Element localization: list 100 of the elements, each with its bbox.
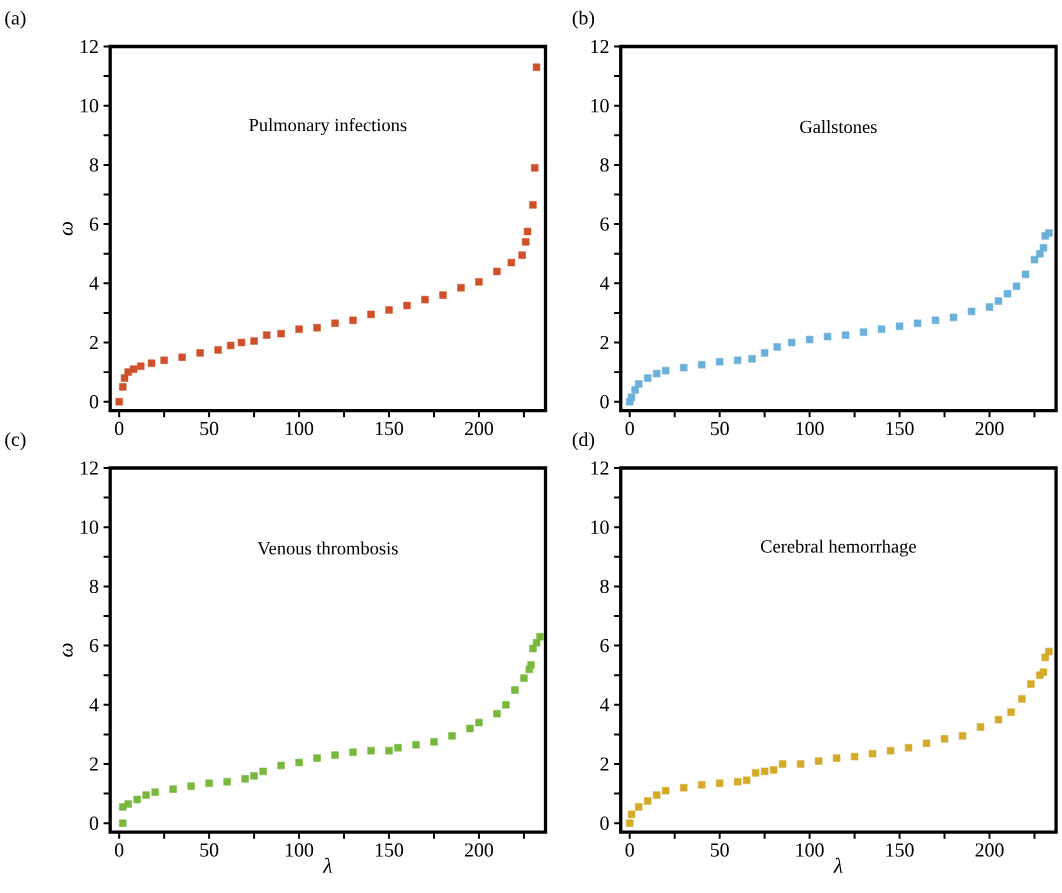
point [237,338,246,346]
point [160,356,168,364]
point [466,724,474,732]
y-tick-label: 8 [600,158,609,172]
point [277,761,285,769]
point [635,803,643,811]
point [227,341,235,349]
x-tick-label: 100 [285,843,314,857]
point [653,369,661,378]
point [931,316,940,324]
point [475,718,483,727]
point [129,365,138,373]
point [733,777,742,786]
point [904,743,913,752]
point [259,767,267,775]
point [151,788,159,796]
point [653,791,661,799]
point [627,810,636,818]
point [823,332,832,341]
point [895,322,904,330]
point [502,700,510,709]
point [430,737,438,746]
point [967,307,976,315]
point [644,374,652,382]
point [250,337,258,345]
point [994,297,1003,305]
point [715,779,724,787]
point [196,348,204,357]
point [697,360,706,369]
x-tick-label: 150 [886,843,914,857]
point [527,660,535,669]
point [313,754,321,762]
annotation: Pulmonary infections [249,117,407,135]
annotation: Venous thrombosis [257,541,398,555]
x-tick-label: 100 [796,421,824,435]
point [644,797,652,805]
y-tick-label: 6 [89,638,99,653]
x-tick-label: 200 [975,421,1004,435]
point [922,739,931,747]
point [119,819,127,827]
point [367,746,375,755]
point [187,782,195,790]
y-tick-label: 6 [89,217,99,231]
point [985,303,994,311]
y-tick-label: 10 [591,520,609,534]
x-tick-label: 150 [886,421,914,435]
y-tick-label: 4 [599,698,610,712]
x-tick-label: 50 [710,843,729,857]
point [536,632,544,641]
point [1039,668,1048,676]
x-tick-label: 200 [975,843,1004,857]
y-tick-label: 6 [600,217,609,231]
point [124,800,132,808]
y-tick-label: 10 [591,98,609,113]
point [421,295,429,304]
x-tick-label: 0 [625,421,634,435]
point [169,785,177,793]
point [1003,289,1012,298]
x-tick-label: 0 [114,843,124,857]
y-tick-label: 12 [80,39,98,53]
x-tick-label: 0 [114,421,124,435]
point [1045,229,1053,237]
point [949,313,958,321]
y-tick-label: 8 [89,158,99,172]
point [295,758,303,767]
point [1012,282,1021,290]
point [367,310,375,318]
point [518,251,526,259]
point [1007,708,1015,716]
point [531,163,539,172]
chart-title: (b) [572,10,595,29]
y-tick-label: 10 [80,520,99,534]
point [385,746,393,755]
point [868,749,877,758]
chart-title: (c) [5,431,26,450]
point [1039,243,1048,252]
point [679,783,688,792]
x-tick-label: 50 [200,421,219,435]
y-tick-label: 8 [89,579,99,593]
point [448,731,456,740]
point [511,686,519,694]
point [1021,270,1030,278]
point [241,774,249,783]
y-tick-label: 0 [89,394,99,409]
point [412,740,420,749]
point [439,291,447,299]
y-tick-label: 0 [600,394,609,409]
y-axis-title: ω [62,221,73,236]
x-axis-title: λ [833,857,843,873]
point [760,767,769,775]
point [394,743,402,752]
point [331,751,339,759]
point [877,325,886,333]
x-tick-label: 100 [796,843,824,857]
point [214,346,222,354]
point [841,331,850,339]
point [277,329,285,338]
point [529,200,537,209]
y-tick-label: 6 [600,638,609,653]
y-tick-label: 2 [89,335,98,349]
